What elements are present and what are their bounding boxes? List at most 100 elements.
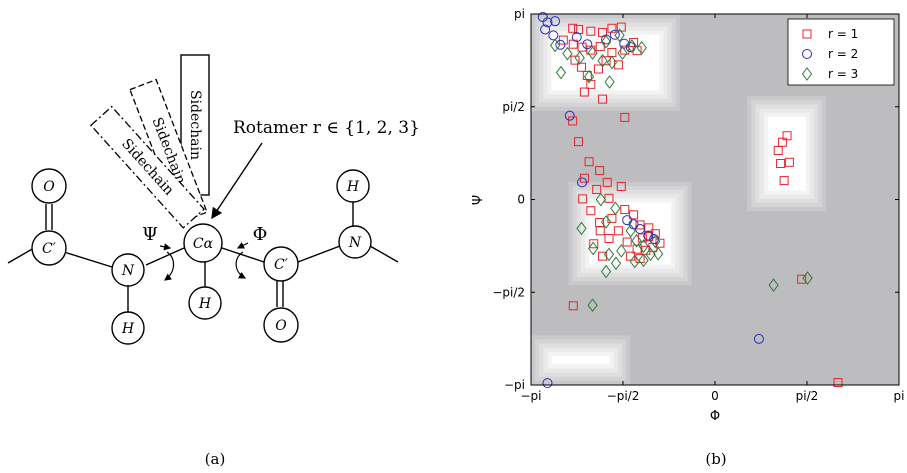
data-point-square [620,205,630,215]
data-point-circle [564,110,575,121]
data-point-diamond [610,256,622,271]
data-point-diamond [587,298,598,313]
phi-rotation-arrow-icon [235,251,247,279]
legend-label: r = 1 [828,27,858,41]
data-point-circle [582,39,593,50]
plot-legend: r = 1 r = 2 r = 3 [787,18,895,86]
x-tick-label: −pi/2 [607,389,640,403]
data-point-diamond [574,50,585,65]
data-point-square [577,42,587,52]
data-point-square [584,157,594,167]
data-point-square [622,237,632,247]
data-point-diamond [625,223,636,238]
svg-text:O: O [275,318,287,334]
svg-text:C′: C′ [42,241,57,257]
data-point-diamond [555,65,567,80]
data-point-square [601,56,611,66]
svg-text:C′: C′ [274,257,289,273]
x-tick-label: −pi [520,389,541,403]
data-point-square [598,94,608,104]
data-point-diamond [576,221,587,236]
atom-n-right: N [338,225,372,259]
data-point-square [568,301,578,311]
panel-b-caption: (b) [705,450,726,468]
atom-h-n-right: H [336,169,370,203]
data-point-square [635,254,645,264]
data-point-square [582,71,592,81]
data-point-diamond [588,241,599,256]
data-point-circle [753,333,764,344]
data-point-circle [609,29,620,40]
atom-c-prime-left: C′ [31,230,67,266]
data-point-circle [601,34,612,45]
data-point-square [595,42,605,52]
y-tick-label: pi [514,7,525,21]
data-point-square [592,184,602,194]
data-point-square [574,137,584,147]
data-point-diamond [629,254,640,269]
phi-angle-label: Φ [253,224,268,245]
data-point-circle [555,39,566,50]
data-point-square [578,194,588,204]
panel-b-ramachandran-plot: −pi −pi/2 0 pi/2 pi pi pi/2 0 −pi/2 −pi Φ Ψ r = 1… [471,7,904,468]
atom-n-left: N [111,253,145,287]
svg-text:Cα: Cα [193,236,214,252]
data-point-square [629,210,639,220]
svg-text:O: O [43,179,55,195]
svg-text:H: H [346,179,360,195]
bonds [7,202,399,312]
data-point-square [776,158,786,168]
rotamer-label: Rotamer r ∈ {1, 2, 3} [233,118,420,138]
data-point-diamond [606,55,618,70]
data-point-square [570,55,580,65]
data-point-square [579,87,589,97]
atom-o-right: O [263,307,299,343]
data-point-circle [571,32,582,43]
data-point-square [616,182,626,192]
y-tick-label: 0 [517,193,525,207]
data-point-square [586,26,596,36]
data-point-square [574,24,584,34]
atom-c-prime-right: C′ [263,246,299,282]
data-point-diamond [614,28,625,43]
x-tick-label: 0 [711,389,719,403]
x-axis-label: Φ [710,409,720,424]
data-point-diamond [617,46,628,60]
data-point-diamond [631,233,642,248]
data-point-circle [643,230,654,241]
data-point-square [568,23,578,33]
data-point-diamond [603,247,615,262]
data-point-circle [540,24,551,35]
data-point-square [586,206,596,216]
data-point-diamond [604,75,615,89]
plot-ticks: −pi −pi/2 0 pi/2 pi pi pi/2 0 −pi/2 −pi [492,7,904,403]
data-point-diamond [768,278,779,292]
data-point-diamond [610,201,621,216]
data-point-circle [548,30,559,41]
psi-angle-label: Ψ [142,224,158,245]
data-point-square [782,131,792,141]
y-tick-label: −pi/2 [492,285,525,299]
data-point-diamond [636,40,647,55]
x-tick-label: pi [894,389,905,403]
data-point-square [620,45,630,55]
data-point-diamond [626,39,637,53]
panel-a-molecule-diagram: Sidechain Sidechain Sidechain [7,54,420,468]
data-point-diamond [638,239,649,253]
data-point-square [635,220,645,230]
data-point-square [833,378,843,388]
legend-label: r = 2 [828,47,858,61]
data-point-square [784,157,794,167]
atom-h-n-left: H [111,311,145,345]
svg-text:H: H [198,296,212,312]
x-tick-label: pi/2 [796,389,819,403]
data-point-diamond [549,38,561,53]
data-point-square [595,226,605,236]
psi-rotation-arrowhead-icon [159,243,172,251]
data-point-diamond [595,192,606,207]
data-point-circle [635,224,646,235]
data-point-diamond [600,264,612,279]
panel-a-caption: (a) [205,450,226,468]
plot-points [537,12,843,389]
data-point-square [620,112,630,122]
